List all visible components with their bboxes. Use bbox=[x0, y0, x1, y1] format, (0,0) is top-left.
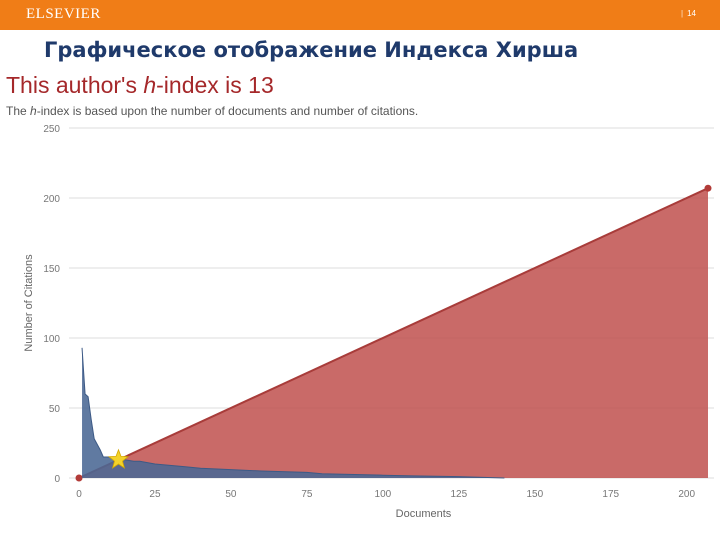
citations-line bbox=[81, 347, 505, 479]
y-tick-label: 50 bbox=[49, 404, 61, 415]
y-tick-label: 250 bbox=[43, 124, 60, 135]
x-tick-label: 125 bbox=[450, 489, 467, 500]
x-tick-label: 100 bbox=[375, 489, 392, 500]
page-number-value: 14 bbox=[687, 9, 696, 18]
x-tick-label: 75 bbox=[301, 489, 313, 500]
reference-end-point bbox=[704, 184, 712, 192]
header-bar: ELSEVIER | 14 bbox=[0, 0, 720, 30]
y-tick-label: 200 bbox=[43, 194, 60, 205]
x-tick-label: 50 bbox=[225, 489, 237, 500]
x-tick-label: 25 bbox=[149, 489, 161, 500]
h-index-star bbox=[107, 448, 130, 469]
y-tick-label: 150 bbox=[43, 264, 60, 275]
reference-line bbox=[78, 187, 709, 479]
x-tick-label: 150 bbox=[526, 489, 543, 500]
reference-area bbox=[79, 188, 708, 478]
x-axis-label: Documents bbox=[396, 508, 452, 520]
page-number: | 14 bbox=[681, 9, 696, 18]
chart-subtitle: The h-index is based upon the number of … bbox=[6, 104, 419, 118]
x-tick-label: 0 bbox=[76, 489, 82, 500]
brand-logo: ELSEVIER bbox=[26, 6, 101, 22]
citations-area bbox=[82, 347, 505, 478]
x-tick-label: 175 bbox=[602, 489, 619, 500]
y-tick-label: 0 bbox=[54, 474, 60, 485]
y-tick-label: 100 bbox=[43, 334, 60, 345]
y-axis-label: Number of Citations bbox=[23, 254, 35, 352]
reference-start-point bbox=[75, 474, 83, 482]
x-tick-label: 200 bbox=[678, 489, 695, 500]
chart-title: This author's h-index is 13 bbox=[6, 72, 274, 98]
slide-title: Графическое отображение Индекса Хирша bbox=[44, 38, 579, 62]
